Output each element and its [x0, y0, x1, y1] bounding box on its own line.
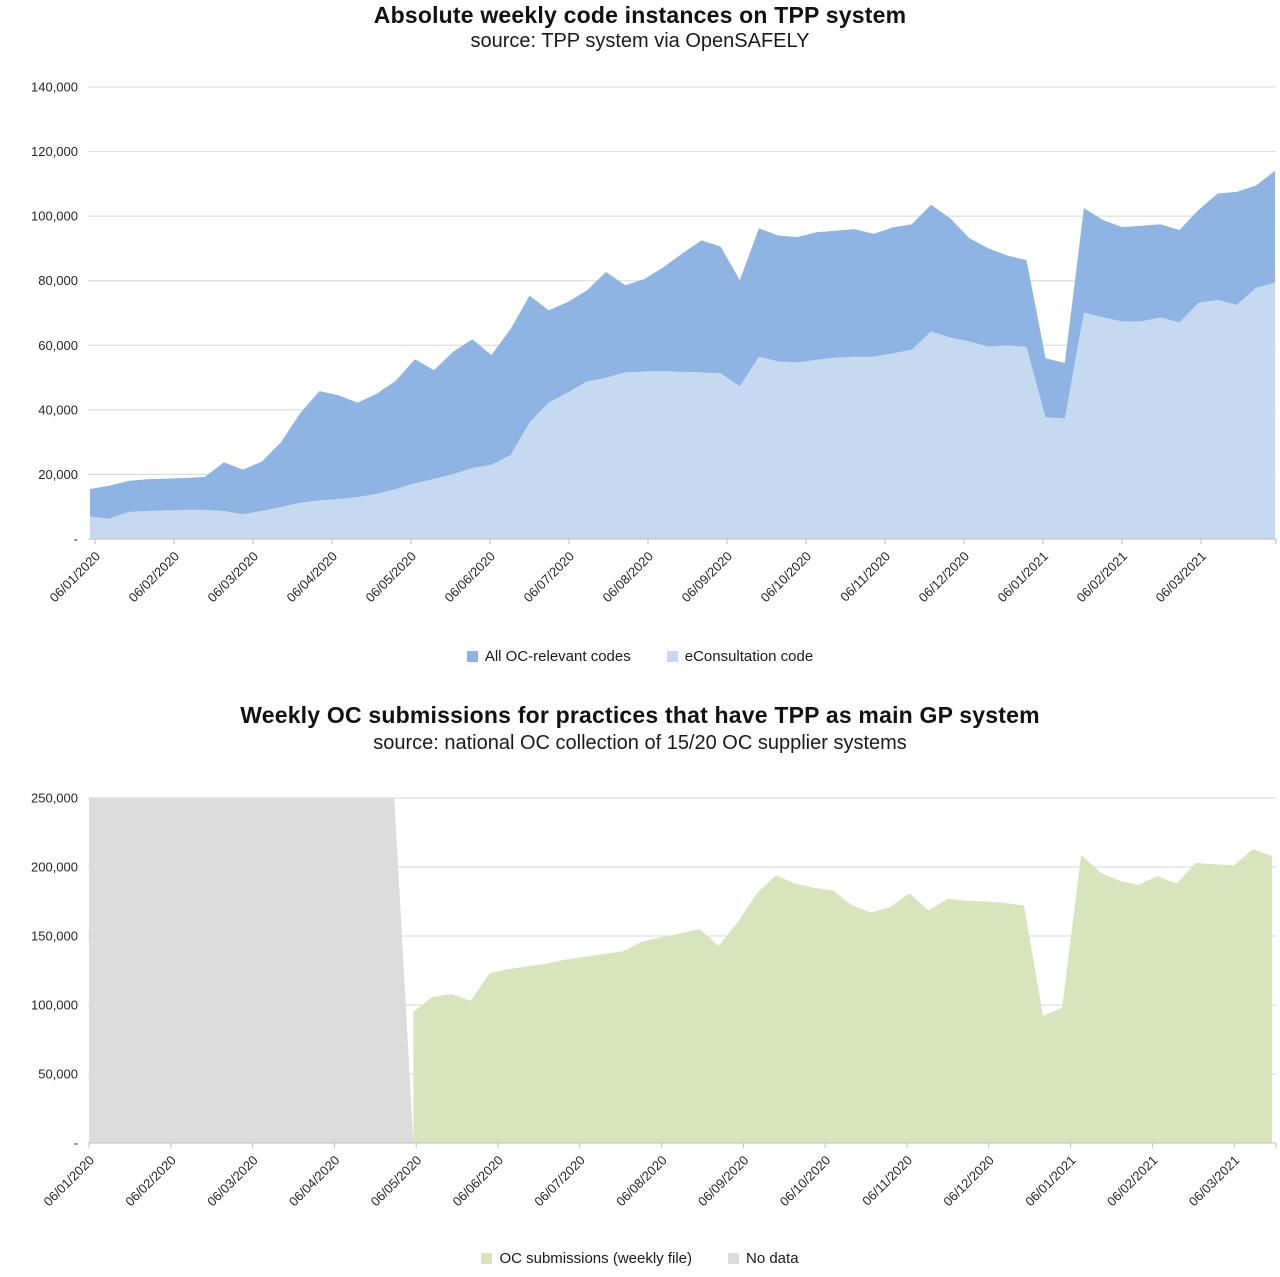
y-axis-tick-label: 150,000: [31, 929, 78, 944]
x-axis-tick-label: 06/09/2020: [678, 549, 735, 606]
chart1-title: Absolute weekly code instances on TPP sy…: [373, 2, 907, 28]
legend-label: eConsultation code: [684, 648, 814, 665]
x-axis-tick-label: 06/05/2020: [368, 1153, 425, 1210]
x-axis-tick-label: 06/01/2021: [1022, 1153, 1079, 1210]
legend-item-no-data: No data: [728, 1250, 799, 1267]
y-axis-tick-label: 250,000: [31, 791, 78, 806]
x-axis-tick-label: 06/07/2020: [520, 549, 577, 606]
area-series: [413, 849, 1272, 1143]
x-axis-tick-label: 06/03/2021: [1152, 549, 1209, 606]
x-axis-tick-label: 06/10/2020: [777, 1153, 834, 1210]
legend-swatch-icon: [728, 1253, 739, 1264]
x-axis-tick-label: 06/04/2020: [286, 1153, 343, 1210]
legend-label: All OC-relevant codes: [484, 648, 631, 665]
y-axis-tick-label: 80,000: [38, 273, 78, 288]
legend-item-oc-submissions: OC submissions (weekly file): [481, 1250, 692, 1267]
legend-swatch-icon: [466, 651, 478, 662]
y-axis-tick-label: 50,000: [38, 1067, 78, 1082]
x-axis-tick-label: 06/06/2020: [441, 549, 498, 606]
x-axis-tick-label: 06/10/2020: [757, 549, 814, 606]
chart2-plot-area: 250,000 200,000 150,000 100,000 50,000 - 06/01…: [31, 791, 1277, 1210]
y-axis-tick-label: 100,000: [31, 998, 78, 1013]
legend-item-econsultation: eConsultation code: [666, 648, 814, 665]
y-axis-tick-label: 60,000: [38, 338, 78, 353]
chart1-subtitle: source: TPP system via OpenSAFELY: [470, 30, 810, 52]
legend-item-all-oc-codes: All OC-relevant codes: [466, 648, 631, 665]
y-axis-tick-label: 40,000: [38, 402, 78, 417]
y-axis-tick-label: 100,000: [31, 209, 78, 224]
chart2-subtitle: source: national OC collection of 15/20 …: [373, 732, 907, 754]
x-axis-tick-label: 06/07/2020: [531, 1153, 588, 1210]
legend-label: OC submissions (weekly file): [499, 1250, 692, 1267]
x-axis-tick-label: 06/02/2020: [122, 1153, 179, 1210]
x-axis-tick-label: 06/03/2021: [1186, 1153, 1243, 1210]
x-axis-tick-label: 06/06/2020: [449, 1153, 506, 1210]
x-axis-tick-label: 06/11/2020: [837, 549, 893, 605]
chart2-legend: OC submissions (weekly file) No data: [0, 1250, 1280, 1267]
legend-swatch-icon: [666, 651, 678, 662]
x-axis-tick-label: 06/08/2020: [613, 1153, 670, 1210]
chart1-legend: All OC-relevant codes eConsultation code: [0, 648, 1280, 665]
y-axis-tick-label: -: [74, 532, 78, 547]
x-axis-tick-label: 06/01/2021: [994, 549, 1051, 606]
x-axis-tick-label: 06/03/2020: [204, 1153, 261, 1210]
y-axis-tick-label: 120,000: [31, 144, 78, 159]
legend-label: No data: [746, 1250, 799, 1267]
x-axis-tick-label: 06/11/2020: [859, 1153, 915, 1209]
x-axis-tick-label: 06/08/2020: [599, 549, 656, 606]
y-axis-tick-label: 20,000: [38, 467, 78, 482]
y-axis-tick-label: 200,000: [31, 860, 78, 875]
y-axis-tick-label: 140,000: [31, 80, 78, 95]
x-axis-tick-label: 06/02/2021: [1104, 1153, 1161, 1210]
y-axis-tick-label: -: [74, 1136, 78, 1151]
x-axis-tick-label: 06/02/2020: [125, 549, 182, 606]
area-series: [89, 798, 1272, 1143]
area-series: [90, 282, 1275, 539]
x-axis-tick-label: 06/05/2020: [362, 549, 419, 606]
x-axis-tick-label: 06/12/2020: [915, 549, 972, 606]
x-axis-tick-label: 06/03/2020: [204, 549, 261, 606]
x-axis-tick-label: 06/01/2020: [40, 1153, 97, 1210]
x-axis-tick-label: 06/01/2020: [46, 549, 103, 606]
x-axis-tick-label: 06/04/2020: [283, 549, 340, 606]
x-axis-tick-label: 06/09/2020: [695, 1153, 752, 1210]
x-axis-tick-label: 06/12/2020: [940, 1153, 997, 1210]
legend-swatch-icon: [481, 1253, 493, 1264]
chart1-plot-area: 140,000 120,000 100,000 80,000 60,000 40,000 2…: [31, 80, 1277, 606]
chart2-title: Weekly OC submissions for practices that…: [240, 702, 1040, 728]
x-axis-tick-label: 06/02/2021: [1073, 549, 1130, 606]
